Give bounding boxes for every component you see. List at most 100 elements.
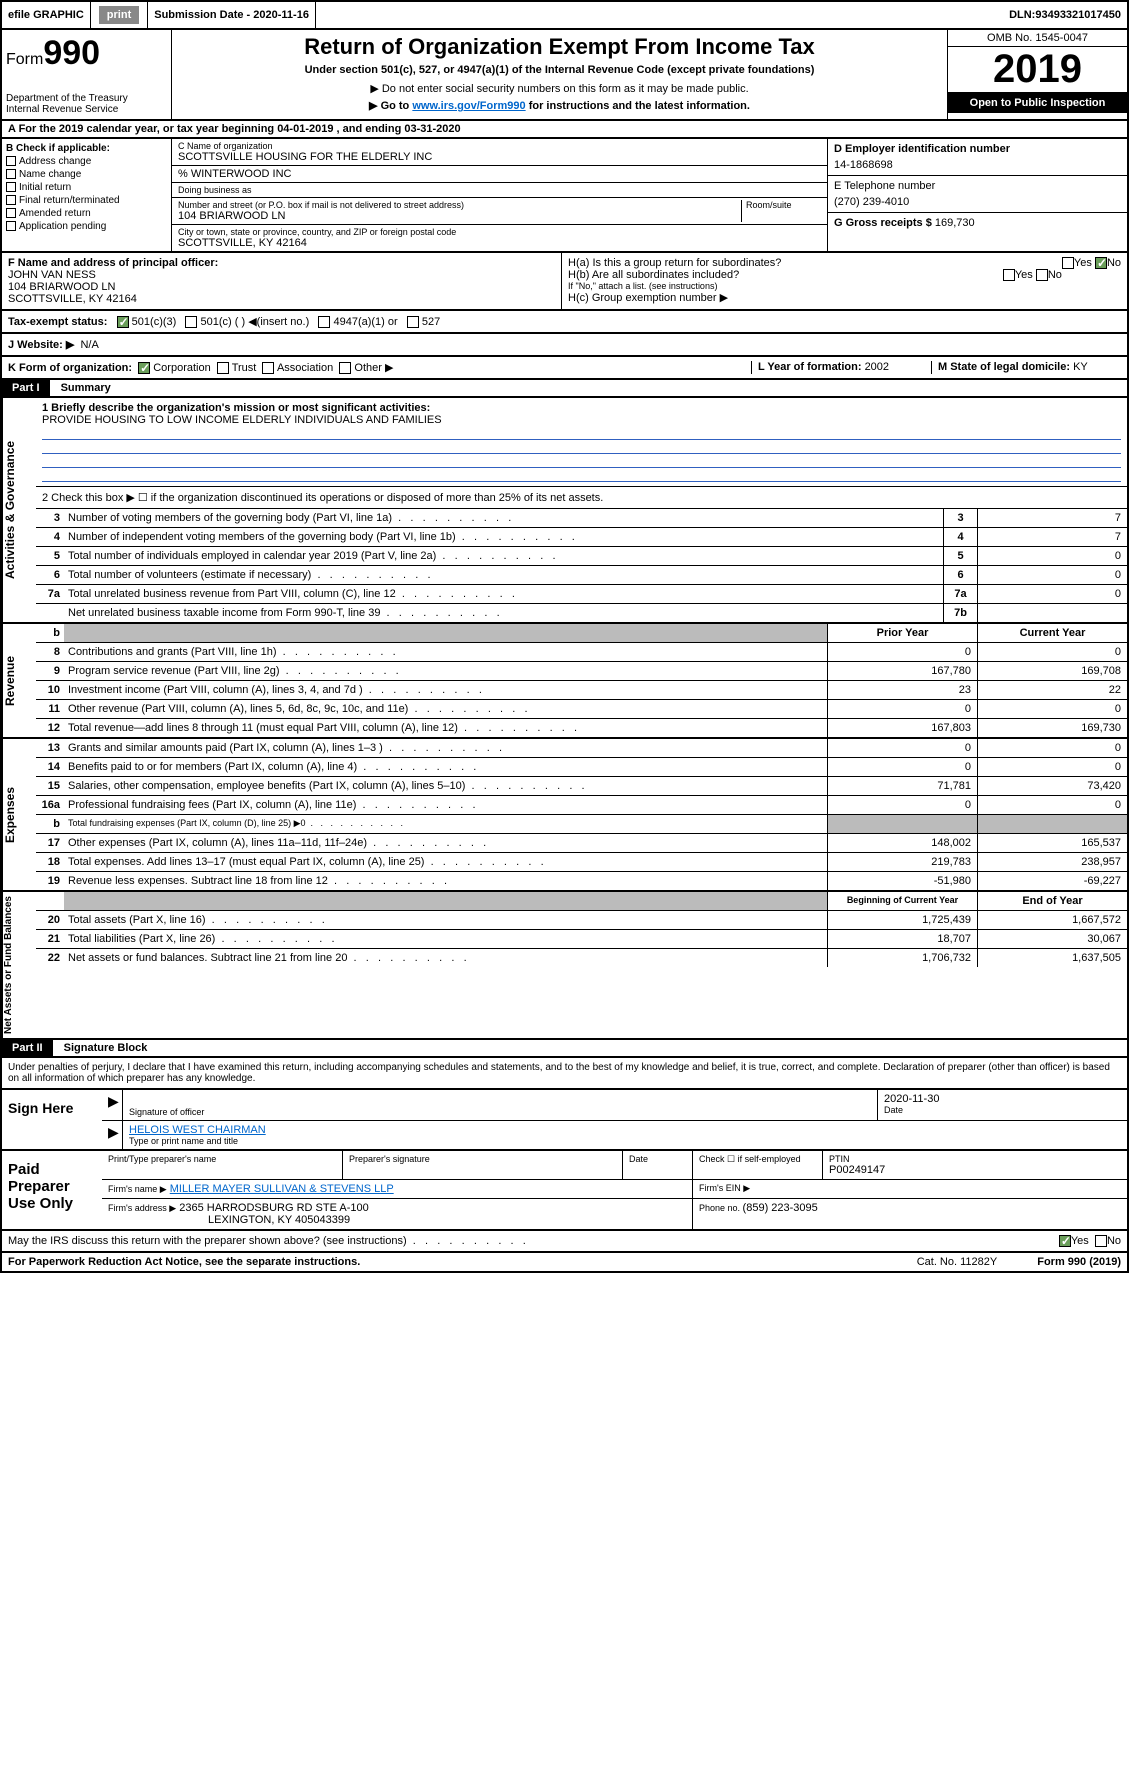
netassets-vlabel: Net Assets or Fund Balances bbox=[2, 892, 36, 1038]
ptin: P00249147 bbox=[829, 1164, 1121, 1176]
summary-line: 18Total expenses. Add lines 13–17 (must … bbox=[36, 853, 1127, 872]
col-b-header: B Check if applicable: bbox=[6, 143, 167, 154]
ha-no-checked bbox=[1095, 257, 1107, 269]
row-m: M State of legal domicile: KY bbox=[931, 361, 1121, 374]
l2: 2 Check this box ▶ ☐ if the organization… bbox=[36, 487, 1127, 509]
firm-addr-label: Firm's address ▶ bbox=[108, 1203, 176, 1213]
form-title: Return of Organization Exempt From Incom… bbox=[176, 34, 943, 60]
hc: H(c) Group exemption number ▶ bbox=[568, 291, 1121, 304]
mission: PROVIDE HOUSING TO LOW INCOME ELDERLY IN… bbox=[42, 414, 1121, 426]
row-i: Tax-exempt status: 501(c)(3) 501(c) ( ) … bbox=[0, 311, 1129, 334]
sign-here-block: Sign Here ▶ Signature of officer 2020-11… bbox=[0, 1090, 1129, 1151]
omb: OMB No. 1545-0047 bbox=[948, 30, 1127, 46]
efile-label: efile GRAPHIC bbox=[2, 2, 91, 28]
addr-label: Number and street (or P.O. box if mail i… bbox=[178, 200, 741, 210]
org-info-grid: B Check if applicable: Address change Na… bbox=[0, 139, 1129, 253]
tax-year: 2019 bbox=[948, 46, 1127, 93]
ein: 14-1868698 bbox=[834, 159, 1121, 171]
cb-app-pending[interactable]: Application pending bbox=[6, 221, 167, 232]
row-l: L Year of formation: 2002 bbox=[751, 361, 931, 374]
firm-name-label: Firm's name ▶ bbox=[108, 1184, 167, 1194]
form-number: Form990 bbox=[6, 34, 167, 73]
summary-line: 20Total assets (Part X, line 16)1,725,43… bbox=[36, 911, 1127, 930]
cb-amended[interactable]: Amended return bbox=[6, 208, 167, 219]
summary-line: 11Other revenue (Part VIII, column (A), … bbox=[36, 700, 1127, 719]
pt-name-label: Print/Type preparer's name bbox=[102, 1151, 342, 1179]
hb-note: If "No," attach a list. (see instruction… bbox=[568, 281, 1121, 291]
note-ssn: ▶ Do not enter social security numbers o… bbox=[176, 82, 943, 95]
sig-officer-label: Signature of officer bbox=[129, 1107, 871, 1117]
sign-here-label: Sign Here bbox=[2, 1090, 102, 1149]
expenses-vlabel: Expenses bbox=[2, 739, 36, 890]
summary-line: 6Total number of volunteers (estimate if… bbox=[36, 566, 1127, 585]
cb-name-change[interactable]: Name change bbox=[6, 169, 167, 180]
perjury: Under penalties of perjury, I declare th… bbox=[0, 1058, 1129, 1090]
cb-final-return[interactable]: Final return/terminated bbox=[6, 195, 167, 206]
paid-preparer-block: Paid Preparer Use Only Print/Type prepar… bbox=[0, 1151, 1129, 1231]
phone-label: E Telephone number bbox=[834, 180, 1121, 192]
phone: (270) 239-4010 bbox=[834, 196, 1121, 208]
summary-line: 7aTotal unrelated business revenue from … bbox=[36, 585, 1127, 604]
date-label: Date bbox=[884, 1105, 1121, 1115]
care-of: % WINTERWOOD INC bbox=[172, 166, 827, 183]
irs-link[interactable]: www.irs.gov/Form990 bbox=[412, 100, 525, 112]
arrow-icon: ▶ bbox=[102, 1090, 122, 1120]
i-label: Tax-exempt status: bbox=[8, 316, 107, 328]
print-button[interactable]: print bbox=[99, 6, 139, 24]
row-klm: K Form of organization: Corporation Trus… bbox=[0, 357, 1129, 380]
org-name: SCOTTSVILLE HOUSING FOR THE ELDERLY INC bbox=[178, 151, 821, 163]
governance-block: Activities & Governance 1 Briefly descri… bbox=[0, 398, 1129, 624]
firm-name[interactable]: MILLER MAYER SULLIVAN & STEVENS LLP bbox=[170, 1183, 394, 1195]
row-fh: F Name and address of principal officer:… bbox=[0, 253, 1129, 311]
officer-printed-name[interactable]: HELOIS WEST CHAIRMAN bbox=[129, 1124, 1121, 1136]
j-label: J Website: ▶ bbox=[8, 339, 74, 351]
firm-addr1: 2365 HARRODSBURG RD STE A-100 bbox=[179, 1202, 369, 1214]
city-label: City or town, state or province, country… bbox=[178, 227, 821, 237]
part1-title: Summary bbox=[61, 382, 111, 394]
footer: For Paperwork Reduction Act Notice, see … bbox=[0, 1253, 1129, 1273]
netassets-block: Net Assets or Fund Balances Beginning of… bbox=[0, 892, 1129, 1040]
cb-initial-return[interactable]: Initial return bbox=[6, 182, 167, 193]
firm-ein-label: Firm's EIN ▶ bbox=[692, 1180, 1127, 1198]
cat-no: Cat. No. 11282Y bbox=[917, 1256, 998, 1268]
revenue-block: Revenue b Prior YearCurrent Year 8Contri… bbox=[0, 624, 1129, 739]
firm-phone: (859) 223-3095 bbox=[743, 1202, 818, 1214]
firm-phone-label: Phone no. bbox=[699, 1203, 743, 1213]
row-j: J Website: ▶ N/A bbox=[0, 334, 1129, 357]
ptin-label: PTIN bbox=[829, 1154, 1121, 1164]
discuss-yes-checked bbox=[1059, 1235, 1071, 1247]
row-k: K Form of organization: Corporation Trus… bbox=[8, 361, 751, 374]
discuss-question: May the IRS discuss this return with the… bbox=[8, 1235, 407, 1247]
pra-notice: For Paperwork Reduction Act Notice, see … bbox=[8, 1256, 360, 1268]
self-emp-label: Check ☐ if self-employed bbox=[692, 1151, 822, 1179]
summary-line: 3Number of voting members of the governi… bbox=[36, 509, 1127, 528]
col-b-checkboxes: B Check if applicable: Address change Na… bbox=[2, 139, 172, 251]
summary-line: 21Total liabilities (Part X, line 26)18,… bbox=[36, 930, 1127, 949]
summary-line: Net unrelated business taxable income fr… bbox=[36, 604, 1127, 622]
prep-date-label: Date bbox=[622, 1151, 692, 1179]
part2-badge: Part II bbox=[2, 1040, 53, 1056]
summary-line: 5Total number of individuals employed in… bbox=[36, 547, 1127, 566]
gross-receipts: 169,730 bbox=[935, 217, 975, 229]
gross-label: G Gross receipts $ bbox=[834, 217, 935, 229]
top-bar: efile GRAPHIC print Submission Date - 20… bbox=[0, 0, 1129, 30]
note-link: ▶ Go to www.irs.gov/Form990 for instruct… bbox=[176, 99, 943, 112]
cb-address-change[interactable]: Address change bbox=[6, 156, 167, 167]
summary-line: 4Number of independent voting members of… bbox=[36, 528, 1127, 547]
revenue-vlabel: Revenue bbox=[2, 624, 36, 737]
officer-name: JOHN VAN NESS bbox=[8, 269, 555, 281]
governance-vlabel: Activities & Governance bbox=[2, 398, 36, 622]
ein-label: D Employer identification number bbox=[834, 143, 1121, 155]
submission-date: Submission Date - 2020-11-16 bbox=[148, 2, 316, 28]
ha: H(a) Is this a group return for subordin… bbox=[568, 257, 1121, 269]
part1-badge: Part I bbox=[2, 380, 50, 396]
expenses-block: Expenses 13Grants and similar amounts pa… bbox=[0, 739, 1129, 892]
form-ref: Form 990 (2019) bbox=[1037, 1256, 1121, 1268]
name-title-label: Type or print name and title bbox=[129, 1136, 1121, 1146]
netassets-header: Beginning of Current YearEnd of Year bbox=[36, 892, 1127, 911]
summary-line: 9Program service revenue (Part VIII, lin… bbox=[36, 662, 1127, 681]
summary-line: 16aProfessional fundraising fees (Part I… bbox=[36, 796, 1127, 815]
subtitle: Under section 501(c), 527, or 4947(a)(1)… bbox=[176, 64, 943, 76]
summary-line: 13Grants and similar amounts paid (Part … bbox=[36, 739, 1127, 758]
discuss-row: May the IRS discuss this return with the… bbox=[0, 1231, 1129, 1253]
